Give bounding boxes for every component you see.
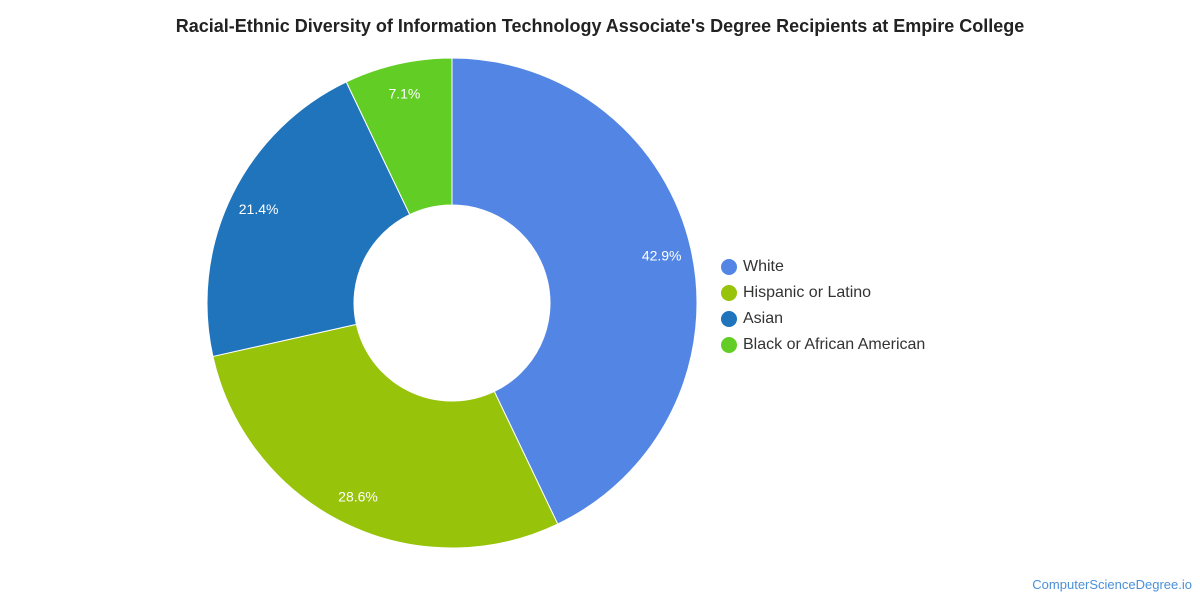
donut-slice-black-or-african-american[interactable] (345, 57, 453, 216)
donut-slice-hispanic-or-latino[interactable] (212, 323, 559, 549)
legend-item[interactable]: Black or African American (721, 332, 925, 358)
slice-data-label: 21.4% (239, 201, 279, 217)
legend-swatch (721, 285, 737, 301)
legend-swatch (721, 311, 737, 327)
legend-label: White (743, 258, 784, 275)
legend-label: Black or African American (743, 336, 926, 353)
slice-data-label: 28.6% (338, 488, 378, 504)
donut-slice-asian[interactable] (206, 81, 411, 358)
legend-swatch (721, 337, 737, 353)
legend-swatch (721, 259, 737, 275)
donut-slice-labels: 42.9% 28.6% 21.4% 7.1% (239, 85, 682, 504)
donut-slices (206, 57, 698, 549)
legend-label: Asian (743, 310, 784, 327)
legend-item[interactable]: Asian (721, 306, 925, 332)
slice-data-label: 42.9% (642, 247, 682, 263)
legend-item[interactable]: White (721, 254, 925, 280)
legend-label: Hispanic or Latino (743, 284, 872, 301)
legend-item[interactable]: Hispanic or Latino (721, 280, 925, 306)
donut-slice-white[interactable] (451, 57, 698, 525)
slice-data-label: 7.1% (388, 85, 420, 101)
chart-title: Racial-Ethnic Diversity of Information T… (175, 16, 1025, 36)
chart-legend: White Hispanic or Latino Asian Black or Afr… (721, 254, 925, 358)
site-watermark[interactable]: ComputerScienceDegree.io (1032, 577, 1192, 592)
